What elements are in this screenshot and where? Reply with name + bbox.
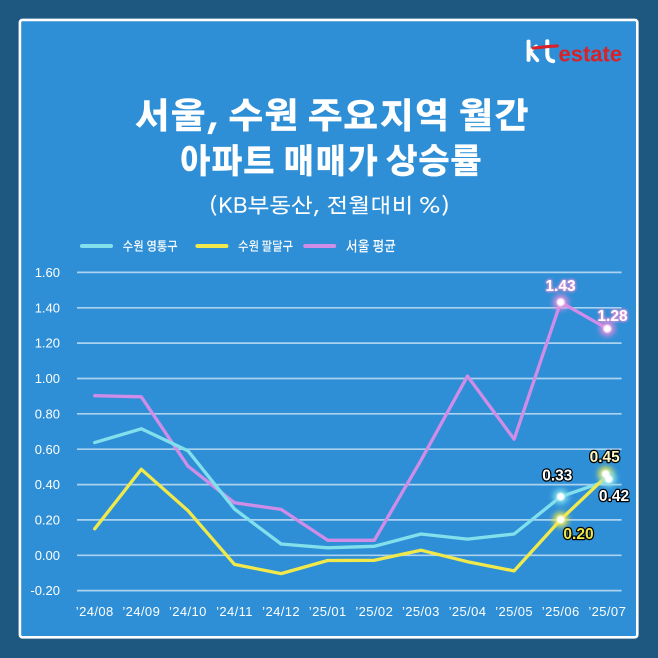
svg-text:1.43: 1.43 [545, 278, 576, 295]
svg-text:1.60: 1.60 [35, 265, 60, 280]
svg-text:estate: estate [559, 42, 623, 67]
svg-text:0.00: 0.00 [35, 548, 60, 563]
svg-text:0.42: 0.42 [599, 488, 629, 505]
svg-text:’25/02: ’25/02 [355, 604, 393, 619]
svg-text:’25/07: ’25/07 [588, 604, 626, 619]
svg-text:1.40: 1.40 [35, 300, 60, 315]
svg-text:’25/04: ’25/04 [449, 604, 487, 619]
svg-text:’25/03: ’25/03 [402, 604, 440, 619]
svg-text:’24/10: ’24/10 [169, 604, 207, 619]
svg-text:1.28: 1.28 [597, 308, 628, 325]
svg-text:0.20: 0.20 [563, 526, 593, 543]
svg-text:0.45: 0.45 [590, 449, 621, 466]
svg-text:0.40: 0.40 [35, 477, 60, 492]
svg-text:0.60: 0.60 [35, 442, 60, 457]
svg-text:’24/09: ’24/09 [122, 604, 160, 619]
svg-text:1.20: 1.20 [35, 336, 60, 351]
svg-text:’24/11: ’24/11 [216, 604, 253, 619]
svg-text:’24/08: ’24/08 [76, 604, 114, 619]
svg-text:-0.20: -0.20 [30, 583, 60, 598]
svg-text:1.00: 1.00 [35, 371, 60, 386]
svg-text:’25/05: ’25/05 [495, 604, 533, 619]
svg-text:0.20: 0.20 [35, 513, 60, 528]
svg-text:’25/01: ’25/01 [309, 604, 347, 619]
svg-text:0.33: 0.33 [542, 468, 573, 485]
svg-text:’24/12: ’24/12 [262, 604, 300, 619]
svg-text:’25/06: ’25/06 [542, 604, 580, 619]
svg-text:0.80: 0.80 [35, 406, 60, 421]
